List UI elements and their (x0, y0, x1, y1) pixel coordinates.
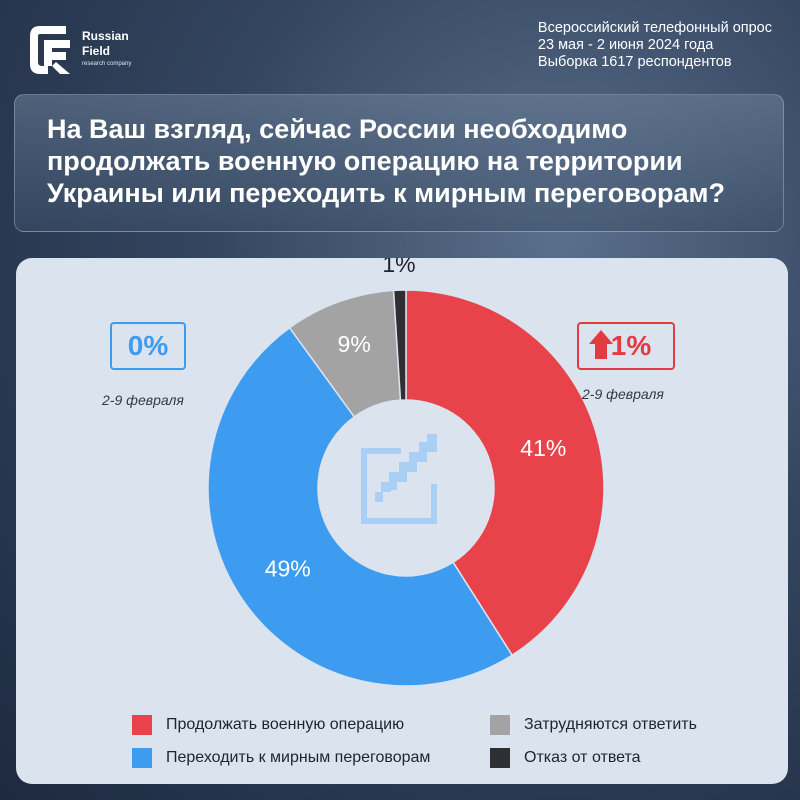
survey-info: Всероссийский телефонный опрос 23 мая - … (538, 20, 772, 71)
slice-continue (405, 289, 605, 657)
change-badge-left: 0% (110, 322, 186, 370)
change-value-left: 0% (127, 330, 169, 361)
change-date-right: 2-9 февраля (582, 386, 664, 402)
legend-label: Продолжать военную операцию (166, 716, 405, 733)
slice-refused (392, 289, 407, 401)
brand-name-line1: Russian (82, 29, 129, 43)
legend-item-negotiate: Переходить к мирным переговорам (132, 748, 430, 768)
legend-swatch (490, 715, 510, 735)
survey-line3: Выборка 1617 респондентов (537, 54, 732, 70)
brand-name-line2: Field (82, 44, 111, 58)
legend-label: Отказ от ответа (524, 749, 641, 766)
slice-negotiate (207, 326, 514, 687)
change-badge-right: 1% (577, 322, 675, 370)
slice-label: 41% (520, 435, 566, 461)
legend-label: Затрудняются ответить (524, 716, 697, 733)
edit-pencil-icon (361, 434, 437, 524)
change-date-left: 2-9 февраля (102, 392, 184, 408)
slice-label: 49% (265, 555, 311, 581)
legend-swatch (132, 715, 152, 735)
slice-label: 9% (338, 331, 371, 357)
legend-swatch (132, 748, 152, 768)
legend-label: Переходить к мирным переговорам (166, 749, 431, 766)
survey-line2: 23 мая - 2 июня 2024 года (537, 37, 714, 53)
legend-item-undecided: Затрудняются ответить (490, 715, 697, 735)
question-title: На Ваш взгляд, сейчас России необходимо … (47, 114, 725, 208)
legend-item-refused: Отказ от ответа (490, 748, 641, 768)
legend-swatch (490, 748, 510, 768)
change-value-right: 1% (610, 330, 652, 361)
logo: Russian Field research company (26, 22, 131, 74)
brand-tagline: research company (82, 61, 132, 67)
survey-line1: Всероссийский телефонный опрос (537, 20, 772, 36)
russian-field-logo-icon (30, 26, 70, 74)
legend-item-continue: Продолжать военную операцию (132, 715, 404, 735)
donut-chart: 41% 49% 9% 1% (207, 258, 605, 687)
slice-label: 1% (382, 258, 415, 277)
question-panel: На Ваш взгляд, сейчас России необходимо … (14, 94, 784, 232)
chart-card: 41% 49% 9% 1% 0% 2-9 февраля 1% 2-9 февраля… (16, 258, 788, 784)
